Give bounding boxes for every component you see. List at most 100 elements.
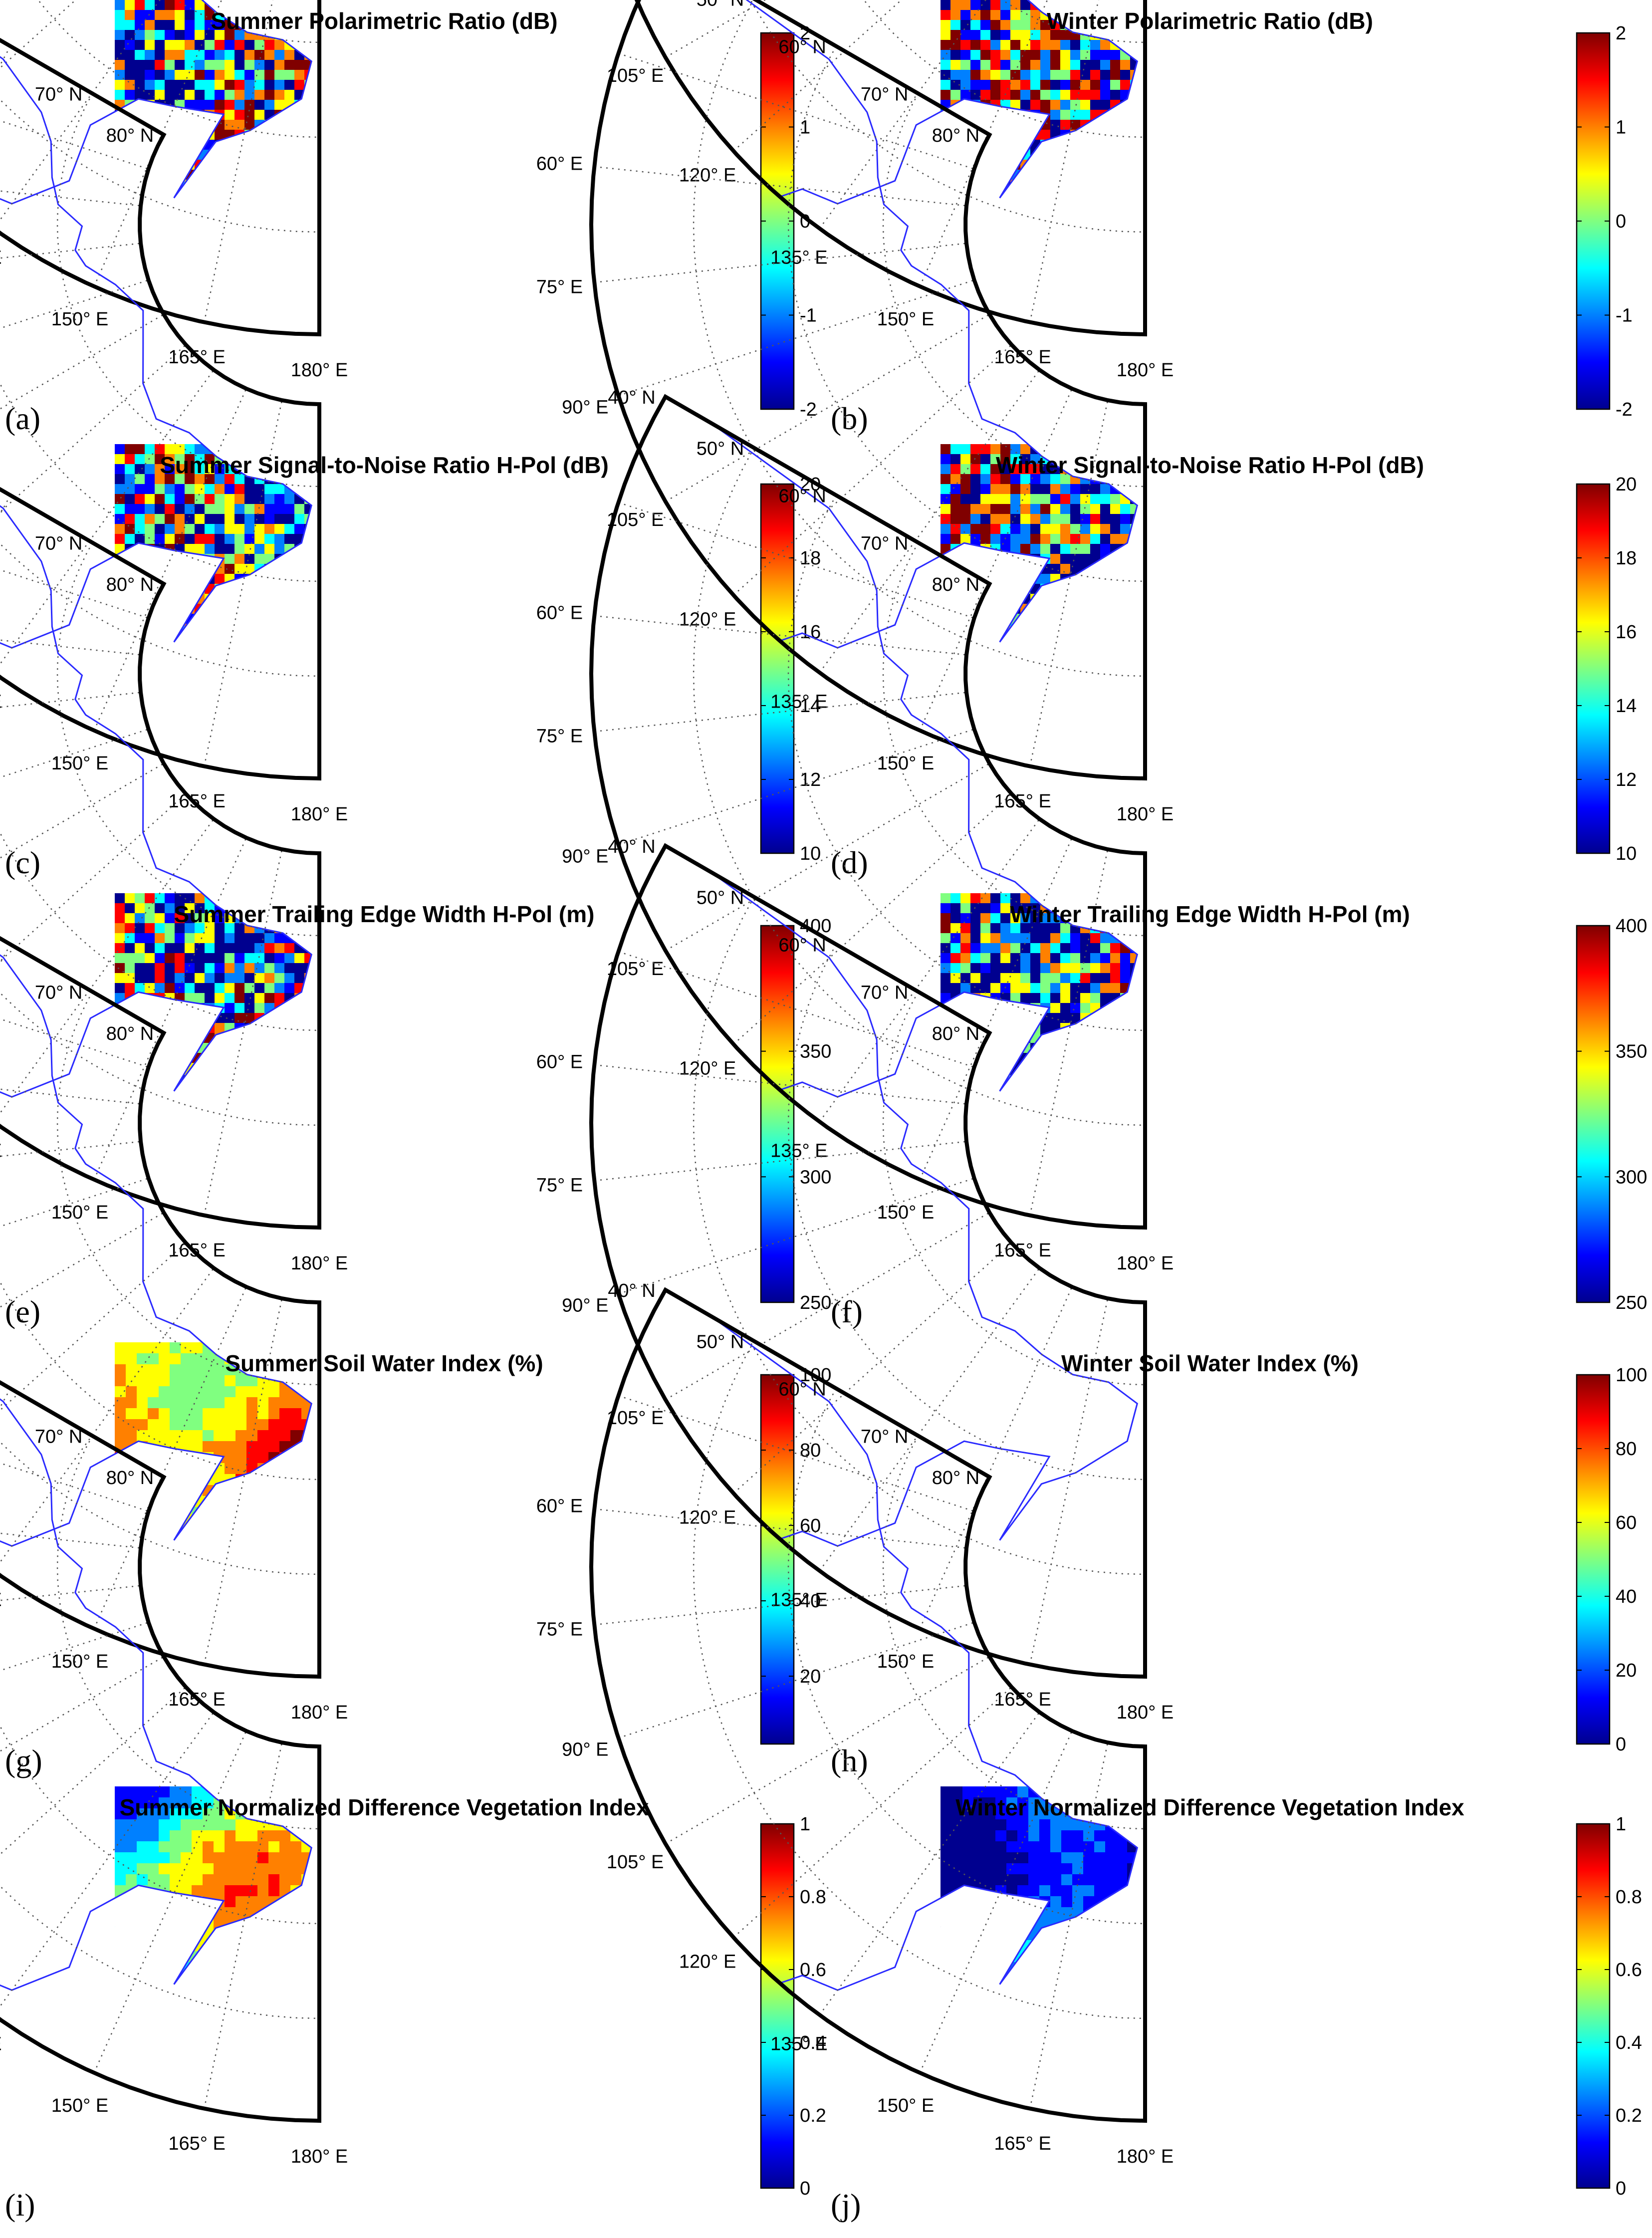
graticule — [594, 447, 1146, 1216]
lon-label: 60° E — [536, 1052, 583, 1073]
map-panel-a: 40° N50° N60° N70° N80° N60° E75° E90° E… — [0, 0, 558, 436]
lat-label: 40° N — [608, 387, 655, 408]
panel-label: (h) — [831, 1743, 868, 1778]
lon-label: 180° E — [291, 2146, 348, 2167]
map-frame — [589, 394, 1147, 1230]
colorbar-tick-label: 0.8 — [1616, 1887, 1642, 1908]
colorbar-tick-label: 1 — [1616, 117, 1626, 138]
lon-label: 120° E — [679, 1507, 736, 1528]
colorbar-tick-label: 1 — [1616, 1814, 1626, 1835]
colorbar-tick-label: 14 — [1616, 696, 1637, 717]
lat-label: 40° N — [608, 1280, 655, 1301]
lon-label: 90° E — [562, 1295, 608, 1316]
lon-label: 180° E — [1117, 360, 1174, 381]
lat-label: 50° N — [697, 888, 744, 909]
lon-label: 105° E — [607, 65, 664, 86]
lat-label: 70° N — [861, 533, 908, 554]
colorbar-tick-label: 0.2 — [1616, 2105, 1642, 2126]
lon-label: 135° E — [770, 692, 828, 713]
colorbar-tick-label: 350 — [800, 1041, 831, 1062]
lon-label: 105° E — [607, 1408, 664, 1429]
lon-label: 165° E — [994, 791, 1051, 812]
panel-title: Summer Trailing Edge Width H-Pol (m) — [174, 901, 595, 927]
colorbar-tick-label: 0 — [1616, 1734, 1626, 1755]
colorbar-tick-label: 0 — [1616, 2178, 1626, 2199]
lon-label: 90° E — [562, 846, 608, 867]
graticule — [594, 1340, 1146, 2109]
colorbar-tick-label: 18 — [800, 548, 821, 569]
lon-label: 165° E — [168, 791, 226, 812]
lat-label: 70° N — [35, 84, 82, 105]
colorbar: 210-1-2 — [760, 23, 817, 420]
lat-label: 50° N — [697, 1332, 744, 1353]
panel-label: (i) — [5, 2187, 35, 2223]
lat-label: 70° N — [861, 983, 908, 1003]
lon-label: 135° E — [770, 1141, 828, 1162]
lat-label: 60° N — [778, 486, 826, 507]
lon-label: 180° E — [1117, 1702, 1174, 1723]
lat-label: 80° N — [106, 574, 154, 595]
colorbar-gradient — [760, 483, 795, 854]
lat-label: 80° N — [932, 1023, 979, 1044]
colorbar-tick-label: 80 — [1616, 1439, 1637, 1460]
colorbar-gradient — [760, 1374, 795, 1745]
lat-label: 80° N — [106, 1023, 154, 1044]
lon-label: 135° E — [770, 1590, 828, 1611]
lon-label: 150° E — [877, 2095, 935, 2116]
panel-title: Winter Polarimetric Ratio (dB) — [1047, 8, 1373, 34]
panel-title: Winter Signal-to-Noise Ratio H-Pol (dB) — [996, 452, 1424, 478]
map-frame — [0, 936, 321, 1679]
colorbar: 400 350 300 250 — [1576, 916, 1647, 1313]
lon-label: 60° E — [536, 603, 583, 624]
lon-label: 75° E — [536, 726, 583, 746]
lon-label: 165° E — [994, 1240, 1051, 1261]
map-panel-i: 40° N50° N60° N70° N80° N60° E75° E90° E… — [0, 1290, 649, 2223]
lon-label: 150° E — [877, 753, 935, 774]
lat-label: 70° N — [35, 983, 82, 1003]
lat-label: 80° N — [932, 1468, 979, 1489]
lon-label: 180° E — [291, 1702, 348, 1723]
colorbar-tick-label: 20 — [1616, 474, 1637, 495]
panel-title: Summer Soil Water Index (%) — [225, 1350, 543, 1376]
lon-label: 180° E — [1117, 1253, 1174, 1274]
colorbar-tick-label: 16 — [1616, 622, 1637, 643]
lon-label: 120° E — [679, 1952, 736, 1973]
colorbar-tick-label: -1 — [1616, 305, 1633, 326]
lon-label: 150° E — [51, 2095, 109, 2116]
colorbar-tick-label: 300 — [800, 1167, 831, 1188]
lon-label: 165° E — [994, 2133, 1051, 2154]
lat-label: 70° N — [35, 533, 82, 554]
colorbar-tick-label: 0 — [1616, 211, 1626, 232]
map-frame — [0, 487, 321, 1230]
lat-label: 60° N — [778, 37, 826, 58]
panel-label: (b) — [831, 401, 868, 436]
map-panel-d: 40° N 50° N 60° N 70° N 80° N 60° E 75° E 90° E… — [536, 0, 1424, 880]
colorbar: 100 80 60 40 20 0 — [1576, 1365, 1647, 1755]
colorbar-tick-label: -2 — [800, 399, 817, 420]
lon-label: 150° E — [877, 1202, 935, 1223]
lon-label: 135° E — [770, 2034, 828, 2055]
lon-label: 180° E — [291, 804, 348, 825]
graticule — [594, 0, 1146, 767]
colorbar-tick-label: 0.6 — [800, 1960, 826, 1981]
lat-label: 50° N — [697, 0, 744, 10]
colorbar-tick-label: 60 — [1616, 1512, 1637, 1533]
colorbar-tick-label: 0 — [800, 2178, 810, 2199]
colorbar-gradient — [1576, 483, 1611, 854]
lat-label: 40° N — [608, 836, 655, 857]
lon-label: 150° E — [51, 753, 109, 774]
lon-label: 120° E — [679, 165, 736, 186]
colorbar-tick-label: -2 — [1616, 399, 1633, 420]
colorbar-tick-label: 0.6 — [1616, 1960, 1642, 1981]
colorbar-gradient — [1576, 32, 1611, 410]
lon-label: 150° E — [877, 1651, 935, 1672]
lat-label: 70° N — [861, 84, 908, 105]
colorbar: 20 18 16 14 12 10 — [1576, 474, 1637, 864]
map-frame — [589, 0, 1147, 781]
lon-label: 180° E — [291, 360, 348, 381]
map-frame — [0, 1380, 321, 2123]
map-frame — [0, 0, 321, 337]
graticule — [0, 0, 320, 323]
